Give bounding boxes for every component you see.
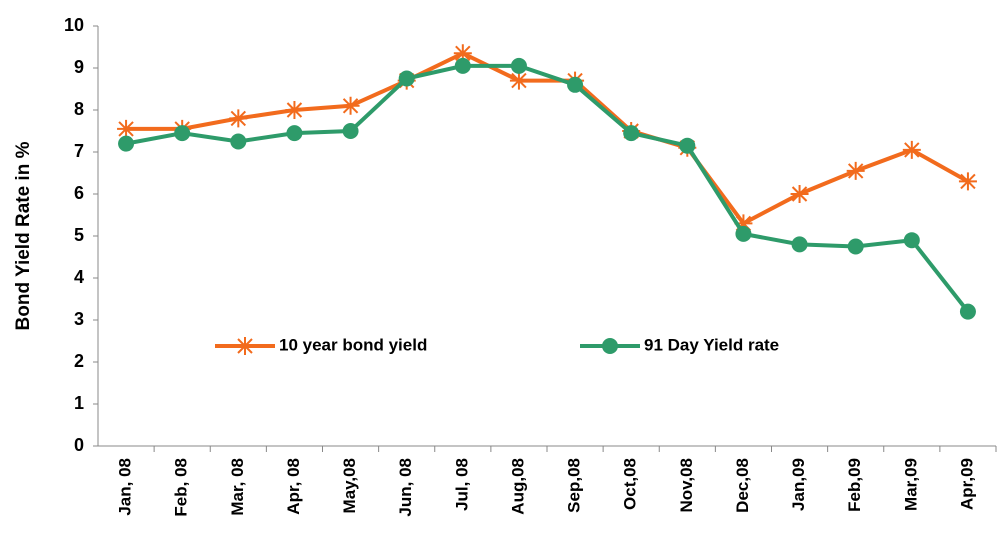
x-tick-label: Mar,09 xyxy=(901,458,920,511)
marker xyxy=(602,338,618,354)
x-tick-label: Jan, 08 xyxy=(116,458,135,516)
x-tick-label: Dec,08 xyxy=(733,458,752,513)
y-tick-label: 7 xyxy=(74,141,84,161)
marker xyxy=(790,185,809,203)
marker xyxy=(286,125,303,142)
marker xyxy=(679,137,696,154)
x-tick-label: Nov,08 xyxy=(677,458,696,513)
x-tick-label: Sep,08 xyxy=(565,458,584,513)
marker xyxy=(902,140,921,159)
marker xyxy=(285,101,304,119)
y-tick-label: 6 xyxy=(74,183,84,203)
x-tick-label: Mar, 08 xyxy=(228,458,247,516)
marker xyxy=(567,76,584,93)
marker xyxy=(846,161,865,180)
y-tick-label: 10 xyxy=(64,15,84,35)
marker xyxy=(623,125,640,142)
y-tick-label: 5 xyxy=(74,225,84,245)
marker xyxy=(398,70,415,87)
legend-label: 91 Day Yield rate xyxy=(644,335,779,354)
x-tick-label: Feb,09 xyxy=(845,458,864,512)
marker xyxy=(791,236,808,253)
x-tick-label: Apr,09 xyxy=(957,458,976,510)
series-line xyxy=(126,51,969,226)
marker xyxy=(847,238,864,255)
x-tick-label: Oct,08 xyxy=(621,458,640,510)
marker xyxy=(118,135,135,152)
x-tick-label: Jun, 08 xyxy=(396,458,415,517)
marker xyxy=(230,133,247,150)
legend-label: 10 year bond yield xyxy=(279,335,427,354)
x-tick-label: Apr, 08 xyxy=(284,458,303,515)
marker xyxy=(117,119,136,138)
y-axis-label: Bond Yield Rate in % xyxy=(13,141,34,330)
marker xyxy=(509,71,528,90)
y-tick-label: 1 xyxy=(74,393,84,413)
marker xyxy=(959,303,976,320)
x-tick-label: Jan,09 xyxy=(789,458,808,511)
x-tick-label: Jul, 08 xyxy=(452,458,471,511)
y-tick-label: 0 xyxy=(74,435,84,455)
x-tick-label: May,08 xyxy=(340,458,359,513)
series-line xyxy=(125,63,970,313)
marker xyxy=(341,96,360,115)
x-tick-label: Aug,08 xyxy=(508,458,527,515)
y-tick-label: 3 xyxy=(74,309,84,329)
y-tick-label: 2 xyxy=(74,351,84,371)
marker xyxy=(174,125,191,142)
marker xyxy=(735,225,752,242)
marker xyxy=(903,232,920,249)
marker xyxy=(453,44,472,63)
marker xyxy=(236,337,254,355)
marker xyxy=(454,57,471,74)
marker xyxy=(958,172,977,191)
y-tick-label: 8 xyxy=(74,99,84,119)
marker xyxy=(734,214,753,233)
y-tick-label: 4 xyxy=(74,267,84,287)
y-tick-label: 9 xyxy=(74,57,84,77)
marker xyxy=(342,123,359,139)
marker xyxy=(229,109,248,128)
marker xyxy=(510,57,527,74)
x-tick-label: Feb, 08 xyxy=(172,458,191,517)
